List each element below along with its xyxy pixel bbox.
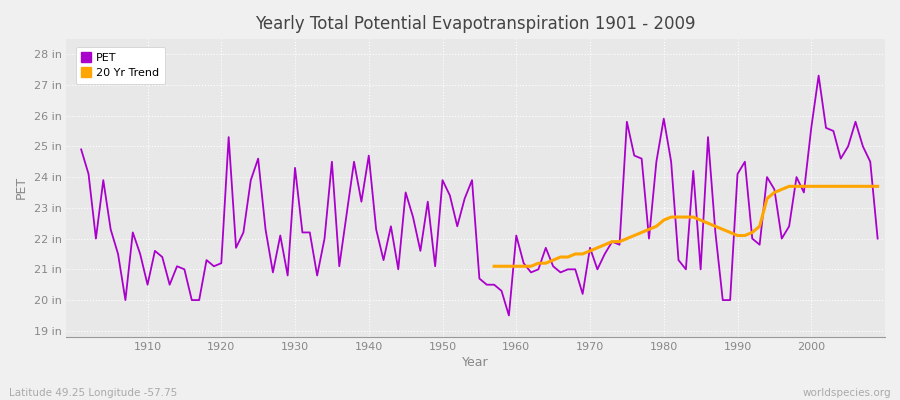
Legend: PET, 20 Yr Trend: PET, 20 Yr Trend [76,47,165,84]
Line: 20 Yr Trend: 20 Yr Trend [494,186,878,266]
20 Yr Trend [791,184,802,189]
Y-axis label: PET: PET [15,176,28,200]
Title: Yearly Total Potential Evapotranspiration 1901 - 2009: Yearly Total Potential Evapotranspiratio… [256,15,696,33]
PET [135,252,146,256]
20 Yr Trend [784,184,795,189]
Line: PET: PET [81,76,878,316]
PET [341,212,352,216]
PET [518,261,529,266]
PET [297,230,308,235]
20 Yr Trend [592,246,603,250]
Text: worldspecies.org: worldspecies.org [803,388,891,398]
X-axis label: Year: Year [463,356,489,369]
PET [511,233,522,238]
PET [607,239,617,244]
20 Yr Trend [835,184,846,189]
20 Yr Trend [717,227,728,232]
20 Yr Trend [710,224,721,229]
20 Yr Trend [732,233,742,238]
PET [872,236,883,241]
Text: Latitude 49.25 Longitude -57.75: Latitude 49.25 Longitude -57.75 [9,388,177,398]
20 Yr Trend [872,184,883,189]
PET [503,313,514,318]
PET [76,147,86,152]
20 Yr Trend [489,264,500,269]
PET [814,73,824,78]
